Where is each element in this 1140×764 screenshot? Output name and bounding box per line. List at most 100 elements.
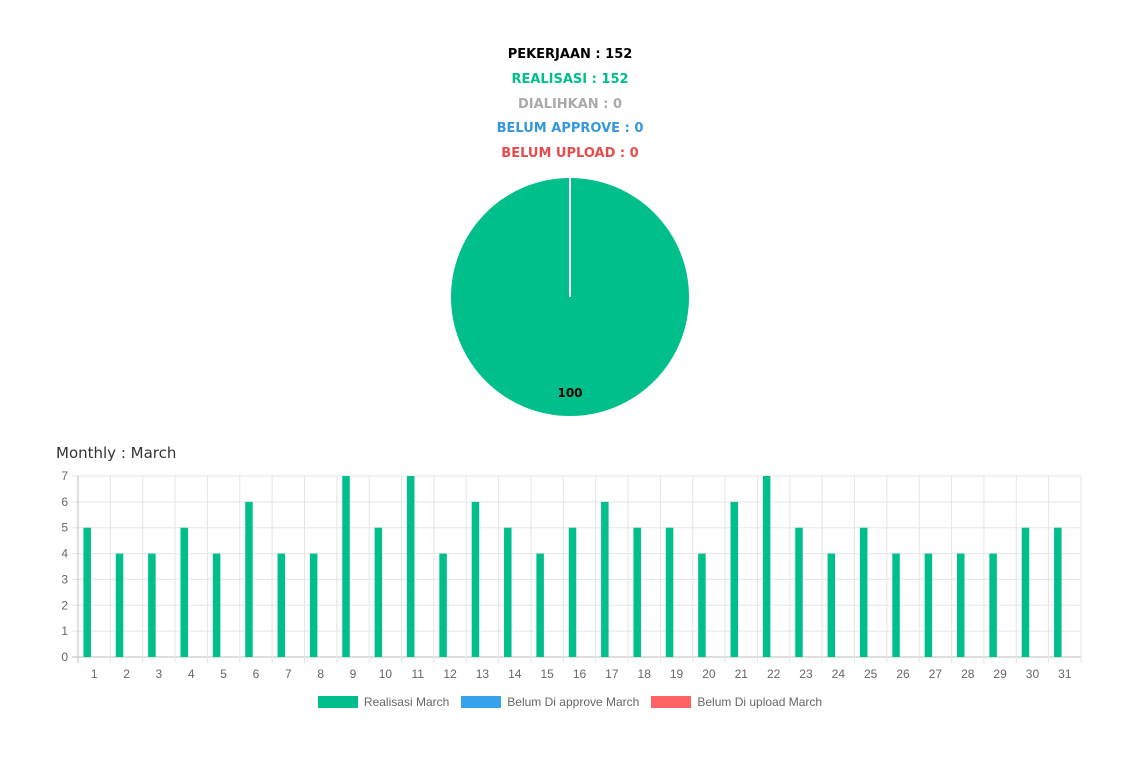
stat-pekerjaan-value: 152 <box>605 47 633 62</box>
bar[interactable] <box>827 553 836 657</box>
bar[interactable] <box>277 553 286 657</box>
x-tick-label: 26 <box>896 667 910 681</box>
stat-dialihkan-value: 0 <box>612 96 623 112</box>
bar[interactable] <box>374 527 383 657</box>
x-tick-label: 23 <box>799 667 813 681</box>
stat-dialihkan-separator: : <box>598 96 613 112</box>
bar[interactable] <box>536 553 544 657</box>
y-tick-label: 7 <box>61 469 68 483</box>
bar[interactable] <box>601 501 609 657</box>
stat-pekerjaan-separator: : <box>590 47 606 62</box>
bar[interactable] <box>957 553 965 657</box>
x-tick-label: 22 <box>767 667 781 681</box>
x-tick-label: 11 <box>411 667 424 681</box>
pie-slice-label: 100 <box>557 386 582 400</box>
stat-belum-upload-separator: : <box>615 146 630 162</box>
stat-pekerjaan-label: PEKERJAAN <box>507 47 591 62</box>
x-tick-label: 7 <box>285 667 292 681</box>
bar[interactable] <box>115 553 124 657</box>
x-tick-label: 24 <box>832 667 846 681</box>
x-tick-label: 19 <box>670 667 684 681</box>
stat-dialihkan: DIALIHKAN : 0 <box>0 93 1140 118</box>
bar[interactable] <box>795 527 803 657</box>
x-tick-label: 30 <box>1026 667 1040 681</box>
bar[interactable] <box>180 527 188 657</box>
bar[interactable] <box>439 553 447 657</box>
x-tick-label: 29 <box>993 667 1007 681</box>
bar[interactable] <box>892 553 900 657</box>
x-tick-label: 31 <box>1058 667 1072 681</box>
stat-belum-approve: BELUM APPROVE : 0 <box>0 117 1140 142</box>
legend-label-belum-upload: Belum Di upload March <box>697 695 823 709</box>
x-tick-label: 5 <box>220 667 227 681</box>
stat-belum-approve-value: 0 <box>634 121 644 137</box>
legend-label-realisasi: Realisasi March <box>363 695 450 709</box>
bar[interactable] <box>1021 527 1030 657</box>
x-tick-label: 10 <box>379 667 393 681</box>
x-tick-label: 13 <box>476 667 490 681</box>
x-tick-label: 15 <box>540 667 554 681</box>
y-tick-label: 0 <box>61 650 68 664</box>
y-tick-label: 3 <box>61 572 68 586</box>
bar[interactable] <box>504 527 512 657</box>
x-tick-label: 16 <box>573 667 587 681</box>
monthly-separator: : <box>116 444 131 462</box>
bar[interactable] <box>245 501 253 657</box>
bar[interactable] <box>1054 527 1062 657</box>
x-tick-label: 8 <box>317 667 324 681</box>
bar[interactable] <box>83 527 91 657</box>
bar[interactable] <box>568 527 577 657</box>
stat-belum-upload-value: 0 <box>629 146 639 162</box>
bar[interactable] <box>633 527 641 657</box>
legend-swatch-belum-upload <box>651 696 692 708</box>
stat-belum-approve-separator: : <box>620 121 635 137</box>
y-tick-label: 6 <box>61 495 68 509</box>
bar[interactable] <box>730 501 739 657</box>
legend-item-realisasi[interactable]: Realisasi March <box>317 695 450 709</box>
legend-label-belum-approve: Belum Di approve March <box>507 695 640 709</box>
stat-pekerjaan: PEKERJAAN : 152 <box>0 43 1140 68</box>
x-tick-label: 14 <box>508 667 522 681</box>
stat-realisasi-label: REALISASI <box>511 71 588 87</box>
bar[interactable] <box>665 527 674 657</box>
x-tick-label: 20 <box>702 667 716 681</box>
bar[interactable] <box>762 476 771 657</box>
monthly-label: Monthly <box>56 444 117 462</box>
legend-swatch-realisasi <box>317 696 358 708</box>
monthly-month: March <box>130 444 177 462</box>
bar[interactable] <box>342 476 350 657</box>
bar[interactable] <box>406 476 415 657</box>
y-tick-label: 1 <box>61 624 68 638</box>
monthly-chart-title: Monthly : March <box>56 444 176 462</box>
y-tick-label: 4 <box>61 547 68 561</box>
x-tick-label: 3 <box>156 667 163 681</box>
x-tick-label: 9 <box>350 667 357 681</box>
bar[interactable] <box>859 527 868 657</box>
bar[interactable] <box>924 553 933 657</box>
bar[interactable] <box>698 553 706 657</box>
legend-item-belum-upload[interactable]: Belum Di upload March <box>651 695 822 709</box>
stat-realisasi-value: 152 <box>601 71 629 87</box>
x-tick-label: 2 <box>123 667 130 681</box>
bar-chart-legend: Realisasi March Belum Di approve March B… <box>0 695 1140 709</box>
bar[interactable] <box>989 553 997 657</box>
x-tick-label: 17 <box>605 667 619 681</box>
legend-swatch-belum-approve <box>461 696 502 708</box>
x-tick-label: 27 <box>929 667 943 681</box>
stat-belum-approve-label: BELUM APPROVE <box>496 121 621 137</box>
x-tick-label: 28 <box>961 667 975 681</box>
y-tick-label: 2 <box>61 598 68 612</box>
bar[interactable] <box>148 553 156 657</box>
x-tick-label: 6 <box>253 667 260 681</box>
bar[interactable] <box>309 553 318 657</box>
stat-dialihkan-label: DIALIHKAN <box>517 96 599 112</box>
legend-item-belum-approve[interactable]: Belum Di approve March <box>461 695 639 709</box>
x-tick-label: 25 <box>864 667 878 681</box>
pie-chart[interactable]: 100 <box>450 178 690 418</box>
stat-belum-upload: BELUM UPLOAD : 0 <box>0 142 1140 167</box>
bar[interactable] <box>471 501 480 657</box>
bar[interactable] <box>212 553 221 657</box>
x-tick-label: 12 <box>443 667 457 681</box>
